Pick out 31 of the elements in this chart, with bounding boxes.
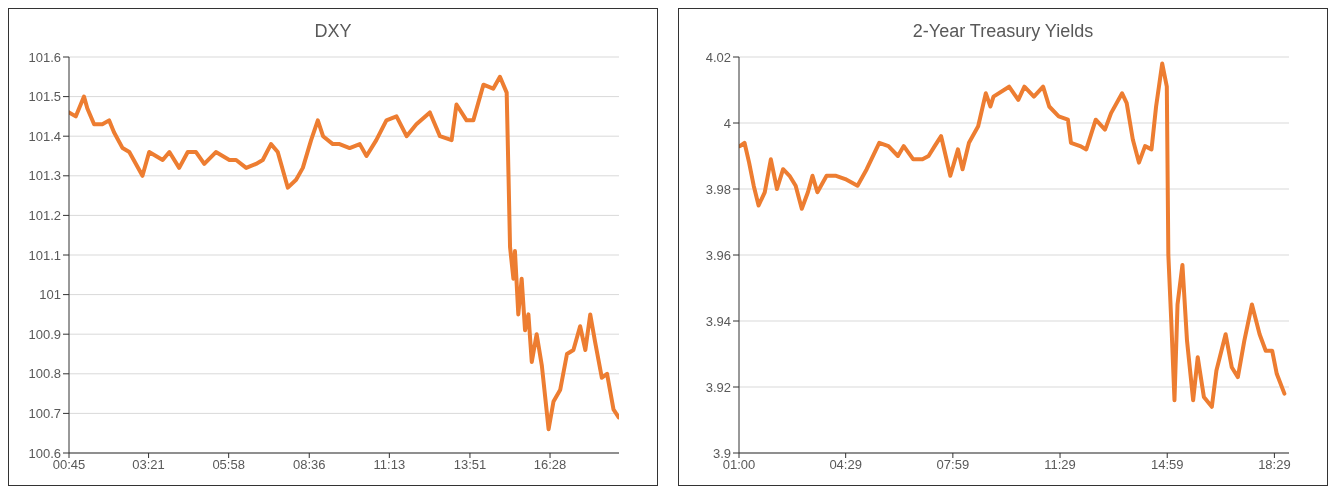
x-tick-label: 03:21 [132, 457, 165, 473]
x-tick-label: 13:51 [453, 457, 487, 473]
y-tick-label: 3.94 [705, 313, 731, 329]
line-series [69, 74, 619, 432]
y-tick-label: 3.96 [705, 247, 731, 263]
x-tick-label: 14:59 [1150, 457, 1184, 473]
y-tick-label: 101.6 [28, 49, 61, 65]
y-tick-label: 101.3 [28, 168, 61, 184]
y-tick-label: 101 [39, 287, 61, 303]
y-tick-label: 4.02 [705, 49, 731, 65]
y-tick-label: 100.9 [28, 326, 61, 342]
y-tick-label: 101.2 [28, 208, 61, 224]
chart-title: DXY [313, 21, 353, 43]
y-tick-label: 3.98 [705, 181, 731, 197]
x-tick-label: 05:58 [212, 457, 245, 473]
x-tick-label: 07:59 [936, 457, 970, 473]
y-tick-label: 101.4 [28, 128, 61, 144]
y-tick-label: 100.7 [28, 406, 61, 422]
x-tick-label: 18:29 [1258, 457, 1291, 473]
line-series [739, 61, 1287, 409]
y-tick-label: 101.5 [28, 89, 61, 105]
x-tick-label: 11:13 [373, 457, 406, 473]
y-tick-label: 100.8 [28, 366, 61, 382]
y-tick-label: 101.1 [28, 247, 61, 263]
y-tick-label: 4 [723, 115, 731, 131]
chart-title: 2-Year Treasury Yields [911, 21, 1095, 43]
x-tick-label: 04:29 [829, 457, 862, 473]
x-tick-label: 08:36 [292, 457, 326, 473]
x-tick-label: 16:28 [533, 457, 567, 473]
y-tick-label: 3.92 [705, 379, 731, 395]
x-tick-label: 11:29 [1044, 457, 1076, 473]
